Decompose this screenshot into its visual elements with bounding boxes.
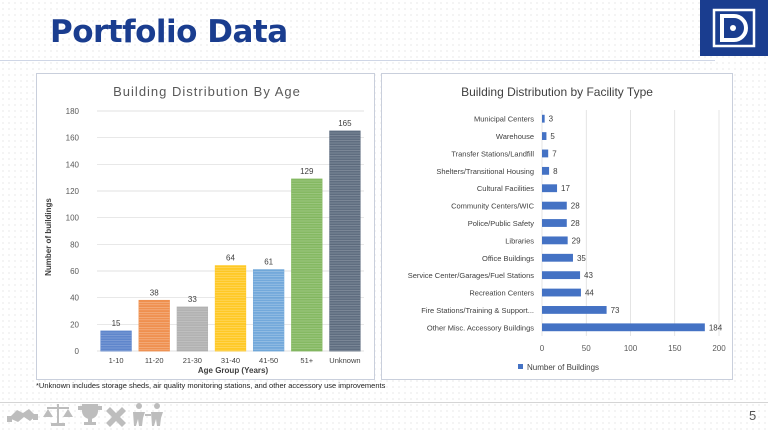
y-tick-label: 80 (70, 240, 79, 249)
category-label: Warehouse (496, 132, 534, 141)
data-label: 35 (577, 254, 586, 263)
x-tick-label: 50 (582, 344, 591, 353)
category-label: Police/Public Safety (468, 219, 535, 228)
bar (100, 330, 132, 352)
title-divider (0, 60, 715, 61)
category-label: Service Center/Garages/Fuel Stations (408, 271, 535, 280)
category-label: Libraries (505, 236, 534, 245)
data-label: 17 (561, 184, 570, 193)
facility-chart-title: Building Distribution by Facility Type (461, 85, 653, 99)
age-distribution-chart-panel: Building Distribution By Age Number of b… (36, 73, 375, 380)
x-tick-label: 200 (712, 344, 726, 353)
healthcare-icon (106, 407, 126, 427)
page-number: 5 (749, 408, 757, 423)
age-chart-title: Building Distribution By Age (113, 84, 301, 99)
bar (542, 236, 568, 245)
y-tick-label: 160 (66, 134, 80, 143)
data-label: 44 (585, 289, 594, 298)
y-tick-label: 140 (66, 160, 80, 169)
category-label: Office Buildings (482, 254, 534, 263)
bar (542, 132, 547, 140)
data-label: 15 (112, 319, 121, 328)
category-label: Municipal Centers (474, 115, 534, 124)
handshake-icon (7, 409, 38, 422)
data-label: 29 (572, 236, 581, 245)
x-tick-label: 150 (668, 344, 682, 353)
data-label: 61 (264, 258, 273, 267)
x-tick-label: 21-30 (183, 356, 202, 365)
data-label: 3 (549, 115, 554, 124)
x-tick-label: Unknown (329, 356, 360, 365)
x-tick-label: 11-20 (145, 356, 164, 365)
age-chart-ylabel: Number of buildings (44, 198, 53, 276)
data-label: 165 (338, 119, 352, 128)
facility-type-chart-panel: Building Distribution by Facility Type 0… (381, 73, 733, 380)
bar (542, 166, 550, 175)
bar (214, 265, 247, 352)
data-label: 129 (300, 167, 314, 176)
footer-icons (6, 400, 176, 428)
y-tick-label: 20 (70, 320, 79, 329)
bar (542, 201, 567, 210)
bar (176, 306, 209, 352)
y-tick-label: 40 (70, 294, 79, 303)
legend-swatch (518, 364, 523, 369)
data-label: 5 (550, 132, 555, 141)
bar (329, 130, 361, 352)
x-tick-label: 1-10 (109, 356, 124, 365)
data-label: 38 (150, 288, 159, 297)
bar (252, 269, 285, 352)
bar (138, 299, 170, 352)
people-icon (133, 403, 163, 426)
category-label: Fire Stations/Training & Support... (421, 306, 534, 315)
trophy-icon (78, 404, 102, 425)
scales-of-justice-icon (43, 404, 73, 426)
y-tick-label: 0 (75, 347, 80, 356)
x-tick-label: 31-40 (221, 356, 240, 365)
data-label: 184 (709, 323, 723, 332)
data-label: 7 (552, 149, 557, 158)
data-label: 33 (188, 295, 197, 304)
bar (542, 114, 545, 123)
bar (291, 178, 323, 352)
legend-label: Number of Buildings (527, 363, 599, 372)
bar (542, 219, 567, 227)
category-label: Transfer Stations/Landfill (451, 149, 534, 158)
bar (542, 323, 705, 332)
facility-type-chart: Building Distribution by Facility Type 0… (408, 85, 727, 372)
bar (542, 149, 549, 158)
footnote: *Unknown includes storage sheds, air qua… (36, 381, 386, 390)
x-tick-label: 51+ (300, 356, 313, 365)
data-label: 43 (584, 271, 593, 280)
y-tick-label: 180 (66, 107, 80, 116)
data-label: 28 (571, 202, 580, 211)
y-tick-label: 100 (66, 214, 80, 223)
category-label: Cultural Facilities (477, 184, 534, 193)
category-label: Shelters/Transitional Housing (436, 167, 534, 176)
y-tick-label: 60 (70, 267, 79, 276)
footer-divider (0, 402, 768, 403)
bar (542, 306, 607, 314)
data-label: 64 (226, 254, 235, 263)
bar (542, 184, 558, 193)
bar (542, 253, 573, 262)
dc-government-logo-icon (700, 0, 768, 56)
x-tick-label: 100 (624, 344, 638, 353)
data-label: 28 (571, 219, 580, 228)
x-tick-label: 0 (540, 344, 545, 353)
data-label: 73 (611, 306, 620, 315)
bar (542, 271, 581, 280)
page-title: Portfolio Data (50, 14, 288, 50)
y-tick-label: 120 (66, 187, 80, 196)
age-chart-xlabel: Age Group (Years) (198, 366, 269, 375)
category-label: Community Centers/WIC (451, 202, 535, 211)
category-label: Other Misc. Accessory Buildings (427, 323, 534, 332)
age-distribution-chart: Building Distribution By Age Number of b… (44, 84, 364, 375)
data-label: 8 (553, 167, 558, 176)
bar (542, 288, 581, 297)
x-tick-label: 41-50 (259, 356, 278, 365)
category-label: Recreation Centers (469, 289, 534, 298)
